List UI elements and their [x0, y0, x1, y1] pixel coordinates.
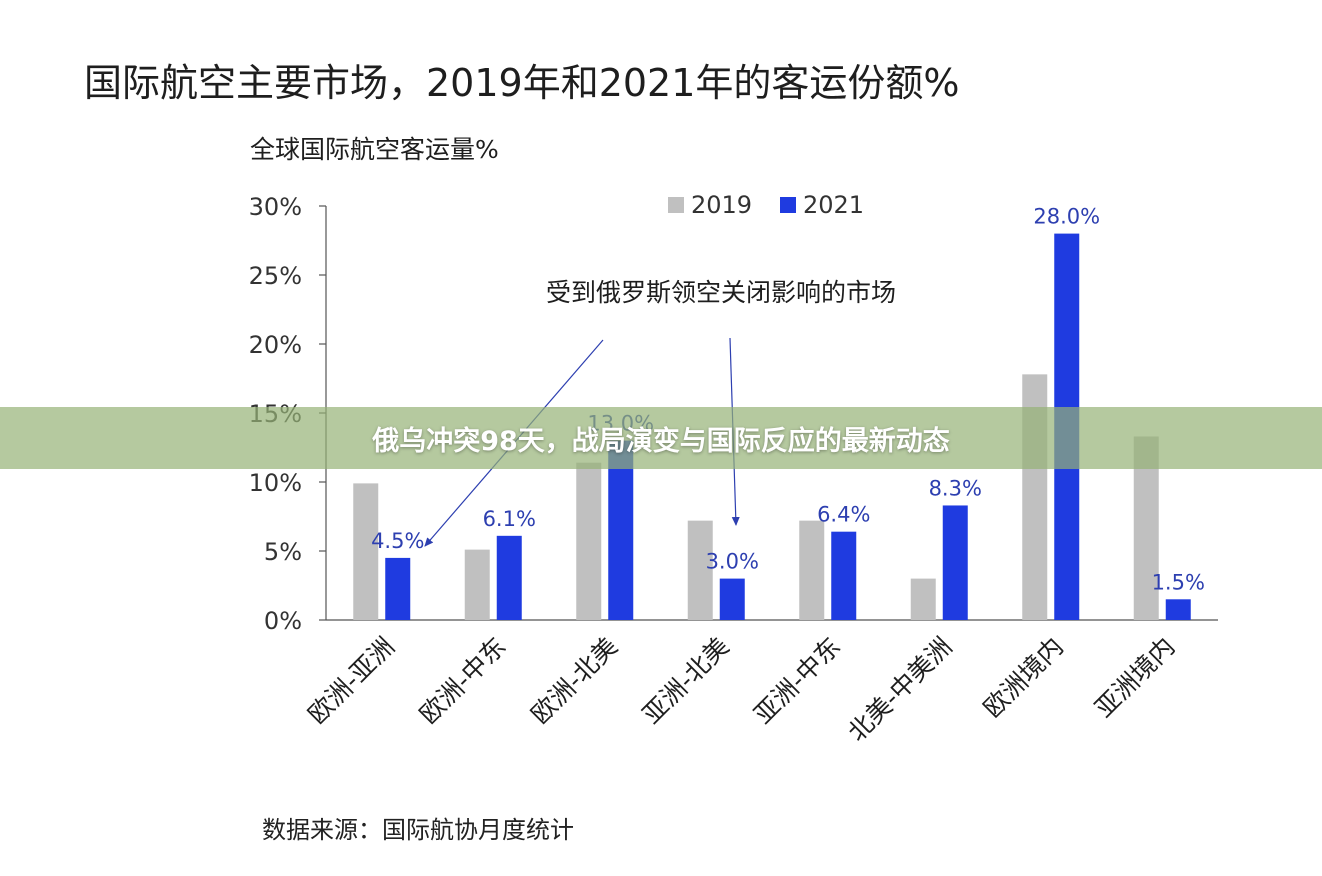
y-tick-label: 25%: [249, 262, 302, 290]
data-label-2021: 6.4%: [817, 503, 870, 527]
chart-title: 国际航空主要市场，2019年和2021年的客运份额%: [84, 61, 960, 105]
bar-2021: [385, 557, 411, 620]
bar-2019: [464, 549, 490, 620]
legend-swatch-2021: [780, 197, 796, 213]
x-category-label: 亚洲-中东: [748, 632, 846, 730]
bar-2021: [719, 578, 745, 620]
y-tick-label: 10%: [249, 469, 302, 497]
bar-2021: [942, 505, 968, 620]
bar-2019: [353, 483, 379, 620]
data-source-note: 数据来源：国际航协月度统计: [262, 816, 574, 844]
legend-label-2021: 2021: [803, 191, 864, 219]
chart-subtitle: 全球国际航空客运量%: [250, 135, 499, 164]
data-label-2021: 1.5%: [1152, 570, 1205, 594]
y-tick-label: 30%: [249, 193, 302, 221]
bar-2019: [799, 520, 825, 620]
data-label-2021: 4.5%: [371, 529, 424, 553]
bar-2021: [496, 535, 522, 620]
x-category-label: 欧洲境内: [978, 632, 1069, 723]
headline-text[interactable]: 俄乌冲突98天，战局演变与国际反应的最新动态: [372, 425, 950, 457]
bar-2021: [831, 531, 857, 620]
x-category-label: 欧洲-亚洲: [302, 632, 400, 730]
y-tick-label: 5%: [264, 538, 302, 566]
data-label-2021: 8.3%: [929, 476, 982, 500]
legend-label-2019: 2019: [691, 191, 752, 219]
bar-2021: [608, 440, 634, 620]
y-tick-label: 0%: [264, 607, 302, 635]
data-label-2021: 6.1%: [483, 507, 536, 531]
x-category-label: 亚洲境内: [1089, 632, 1180, 723]
annotation-text: 受到俄罗斯领空关闭影响的市场: [546, 278, 896, 307]
x-category-label: 亚洲-北美: [637, 632, 735, 730]
bar-2019: [910, 578, 936, 620]
bar-2021: [1165, 599, 1191, 620]
data-label-2021: 3.0%: [706, 550, 759, 574]
headline-banner[interactable]: 俄乌冲突98天，战局演变与国际反应的最新动态: [0, 407, 1322, 469]
y-tick-label: 20%: [249, 331, 302, 359]
x-category-label: 欧洲-中东: [414, 632, 512, 730]
data-label-2021: 28.0%: [1033, 205, 1100, 229]
x-category-label: 北美-中美洲: [842, 632, 957, 747]
legend-swatch-2019: [668, 197, 684, 213]
bar-2019: [576, 462, 602, 620]
bar-2019: [687, 520, 713, 620]
x-category-label: 欧洲-北美: [525, 632, 623, 730]
